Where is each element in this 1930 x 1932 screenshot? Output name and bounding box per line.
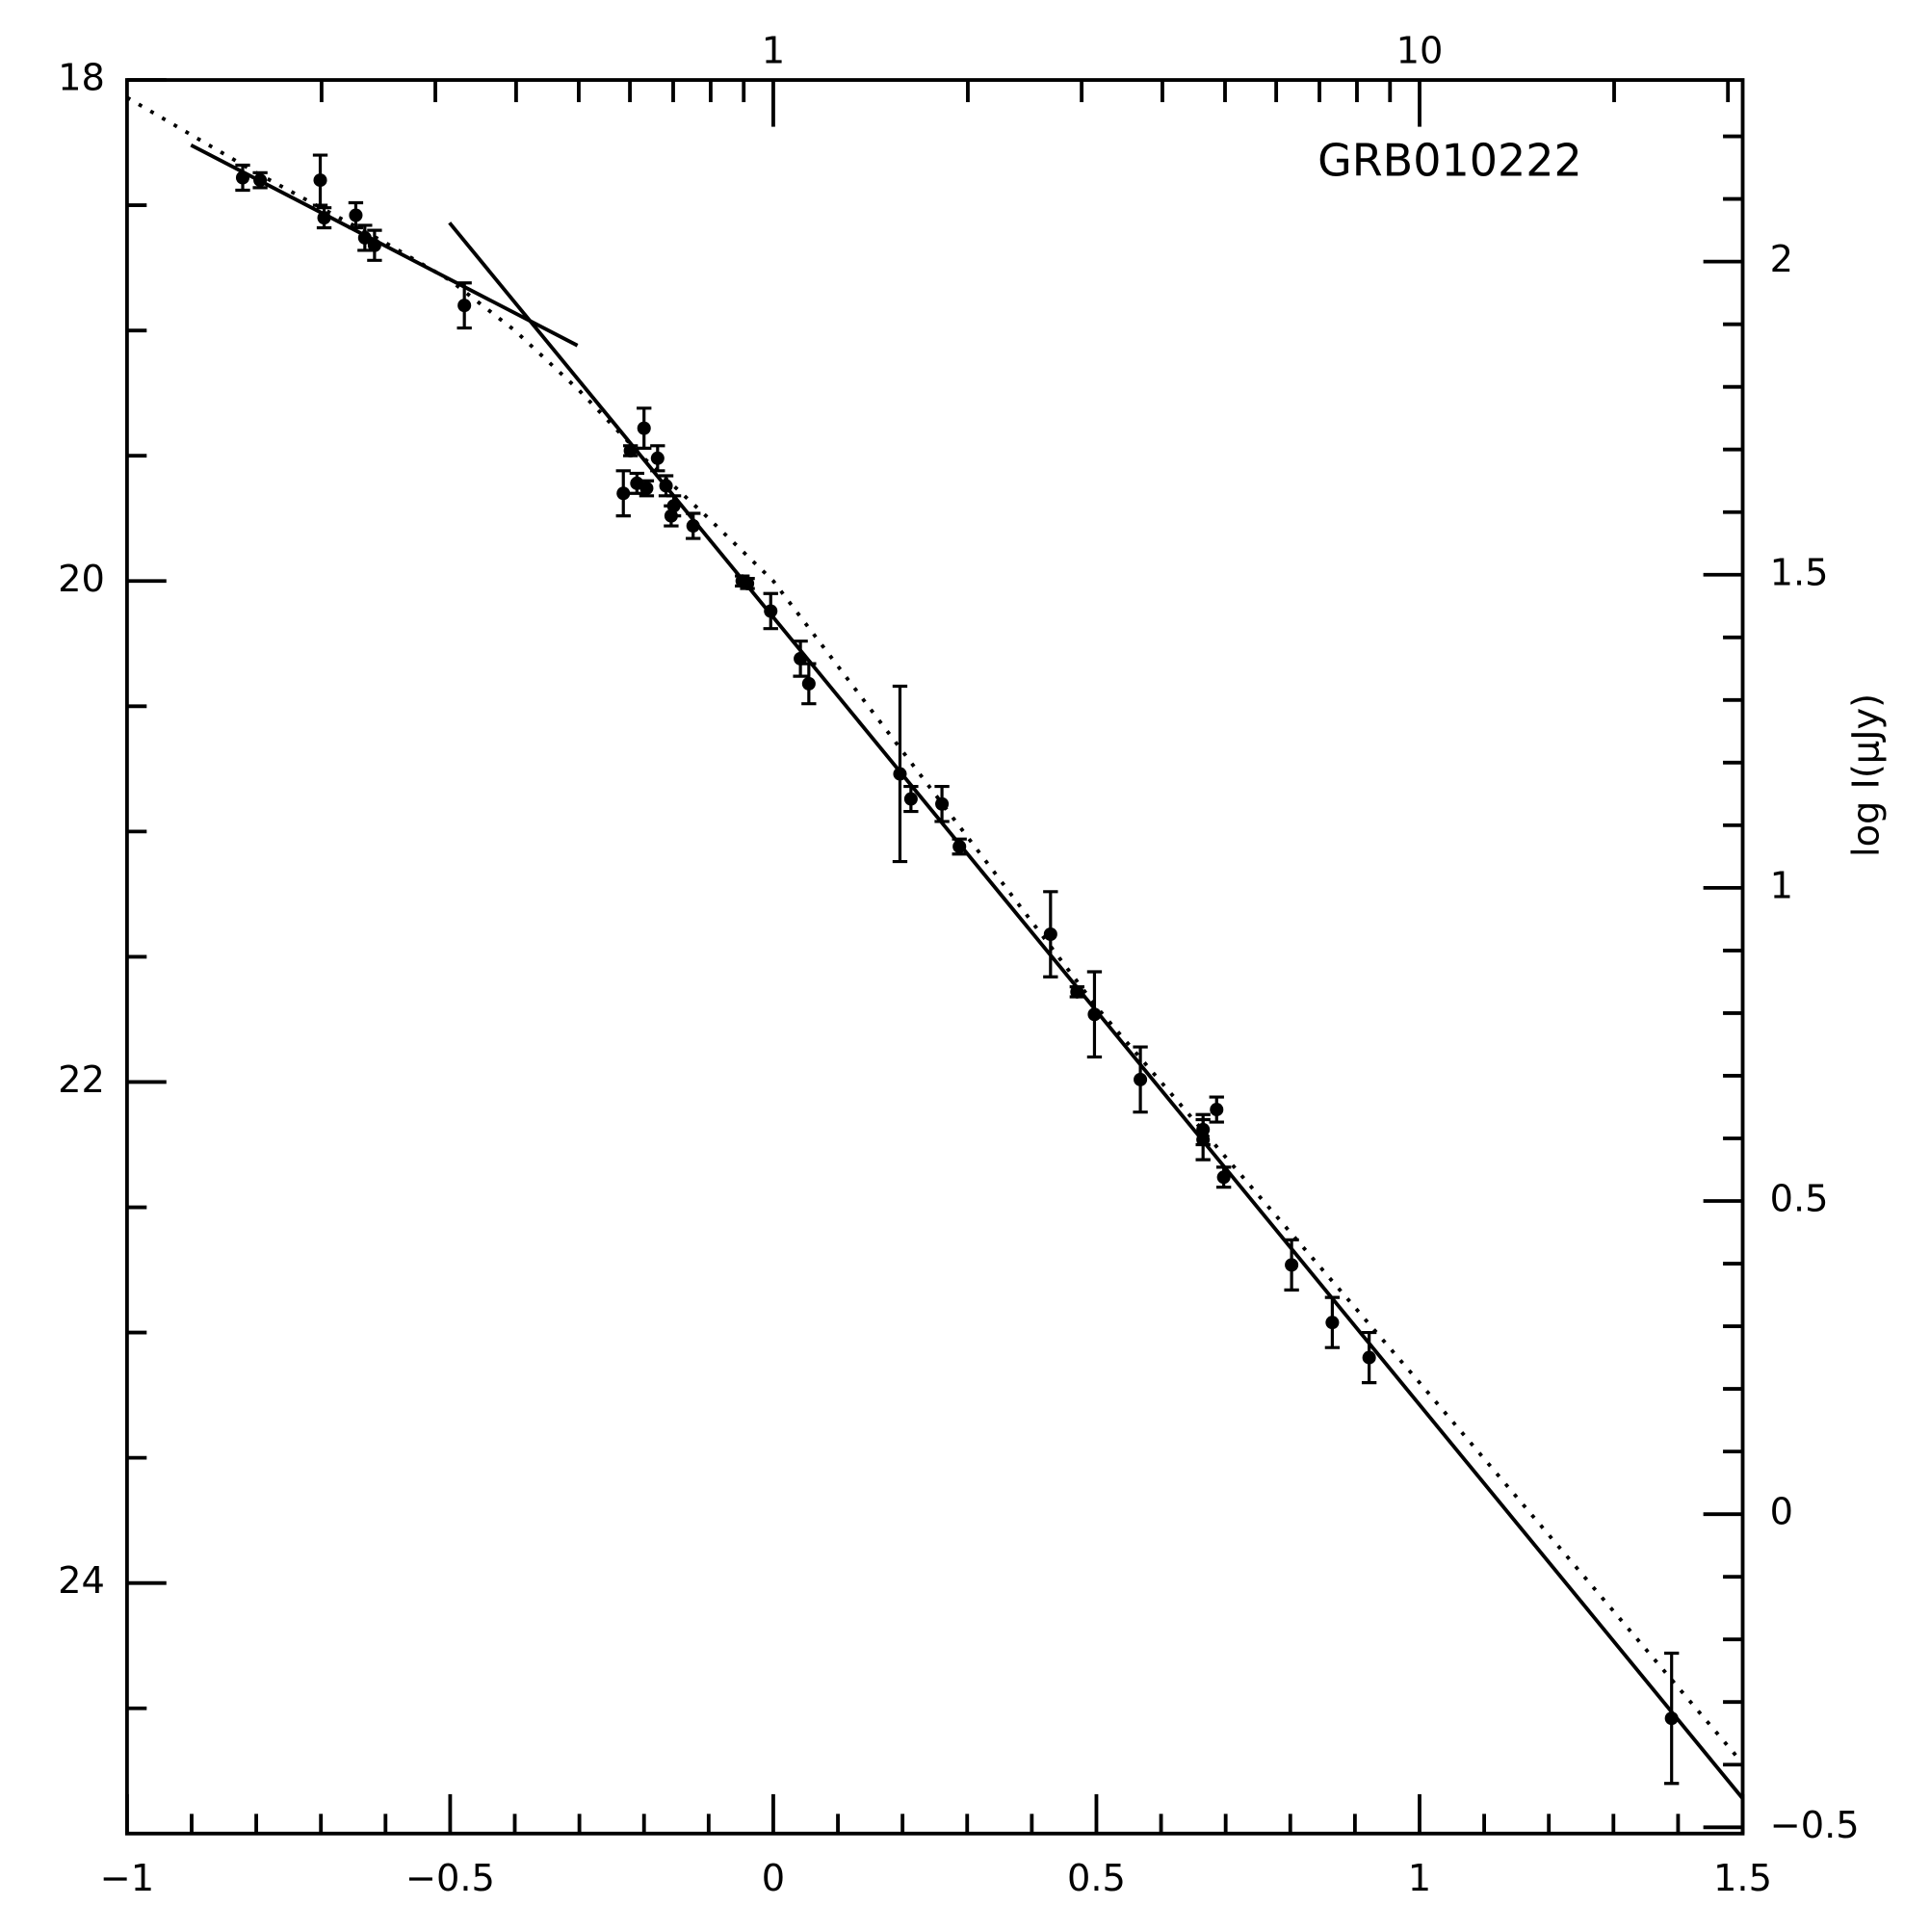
y2-tick-label: 0.5	[1770, 1178, 1829, 1221]
y2-tick-label: 0	[1770, 1491, 1793, 1534]
data-point	[637, 421, 651, 435]
y-tick-label: 22	[58, 1058, 105, 1102]
y2-tick-label: 2	[1770, 238, 1793, 281]
data-point	[457, 299, 472, 313]
annotation: GRB010222	[1317, 134, 1582, 186]
data-point	[1216, 1170, 1231, 1185]
plot-frame	[124, 78, 1745, 1836]
data-point	[794, 651, 808, 666]
data-point	[1325, 1316, 1340, 1330]
x2-tick-label: 1	[762, 29, 785, 72]
y-tick-label: 18	[58, 57, 105, 100]
data-point	[741, 576, 755, 590]
x-tick-label: 0	[762, 1857, 785, 1900]
data-point	[650, 451, 665, 465]
data-point	[801, 676, 816, 691]
data-point	[639, 481, 654, 496]
data-point	[357, 230, 372, 245]
data-point	[1285, 1258, 1299, 1272]
data-point	[686, 519, 700, 534]
data-point	[349, 208, 363, 222]
data-point	[1664, 1711, 1679, 1726]
data-point	[317, 211, 331, 225]
x-tick-label: −1	[100, 1857, 155, 1900]
y-tick-label: 20	[58, 558, 105, 601]
data-point	[1134, 1072, 1148, 1086]
x-tick-label: 0.5	[1067, 1857, 1126, 1900]
data-point	[235, 170, 250, 185]
y-tick-label: 24	[58, 1559, 105, 1603]
x2-tick-label: 10	[1396, 29, 1444, 72]
data-point	[313, 173, 327, 188]
y2-tick-label: 1	[1770, 864, 1793, 907]
data-point	[935, 796, 950, 811]
x-tick-label: 1.5	[1713, 1857, 1772, 1900]
data-point	[1196, 1122, 1211, 1136]
x-tick-label: −0.5	[405, 1857, 495, 1900]
y2-tick-label: −0.5	[1770, 1804, 1860, 1847]
data-point	[1362, 1350, 1376, 1365]
data-point	[952, 839, 967, 853]
data-point	[1043, 927, 1057, 942]
data-point	[666, 499, 681, 513]
data-point	[1210, 1103, 1224, 1117]
y2-tick-label: 1.5	[1770, 551, 1829, 594]
data-point	[616, 486, 631, 501]
data-point	[659, 479, 673, 493]
data-point	[253, 173, 268, 188]
data-point	[893, 767, 907, 781]
data-point	[1070, 984, 1084, 999]
data-point	[367, 238, 381, 252]
data-point	[903, 792, 918, 806]
y2-axis-label: log I(μJy)	[1844, 693, 1888, 857]
fit-line	[125, 95, 1744, 1765]
x-tick-label: 1	[1408, 1857, 1431, 1900]
data-point	[623, 443, 638, 458]
data-point	[764, 604, 778, 618]
data-point	[1087, 1007, 1102, 1022]
